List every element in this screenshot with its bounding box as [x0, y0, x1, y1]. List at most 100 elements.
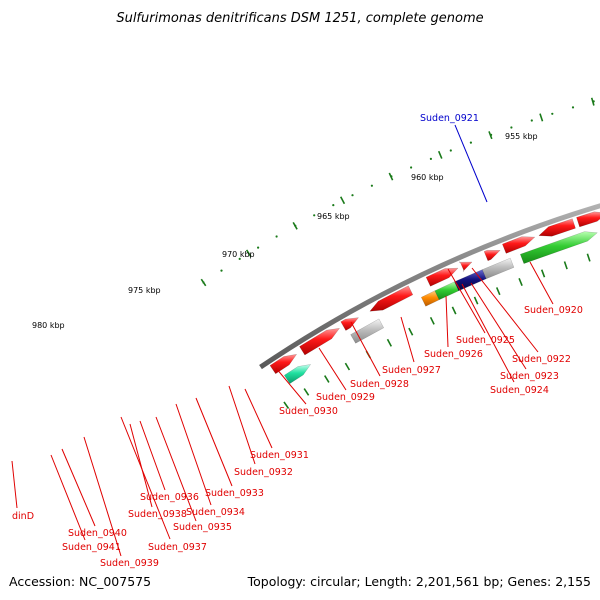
leader-line	[350, 321, 381, 377]
inner-track-tick	[408, 327, 414, 336]
kbp-label: 965 kbp	[317, 212, 350, 221]
ruler-tick	[488, 131, 493, 140]
gene-arrow	[434, 281, 460, 301]
inner-track-tick	[540, 269, 546, 278]
leader-line	[83, 436, 122, 557]
topology-text: Topology: circular; Length: 2,201,561 bp…	[247, 574, 591, 589]
kbp-ruler: 955 kbp 960 kbp 965 kbp 970 kbp 975 kbp 980 k…	[32, 97, 595, 409]
inner-track-tick	[495, 287, 501, 296]
leader-line	[175, 403, 212, 506]
gene-label: Suden_0932	[234, 467, 293, 478]
gene-label: Suden_0934	[186, 507, 245, 518]
gene-label: Suden_0926	[424, 349, 483, 360]
gene-label: Suden_0941	[62, 542, 121, 553]
inner-track-tick	[586, 253, 591, 262]
gene-label: Suden_0925	[456, 335, 515, 346]
gene-arrow-red	[538, 218, 576, 237]
ruler-tick	[200, 278, 207, 287]
gene-arrow	[519, 231, 598, 264]
gene-label: Suden_0937	[148, 542, 207, 553]
leader-line	[129, 423, 153, 508]
inner-track-tick	[324, 375, 330, 383]
genome-backbone	[259, 203, 600, 370]
inner-track-tick	[473, 296, 479, 305]
kbp-label: 980 kbp	[32, 321, 65, 330]
gene-label: Suden_0938	[128, 509, 187, 520]
gene-arrow-red	[458, 261, 473, 272]
label-leader-lines	[11, 124, 554, 557]
gene-label: Suden_0935	[173, 522, 232, 533]
ruler-tick	[388, 172, 394, 181]
ruler-tick	[245, 249, 252, 258]
leader-line	[275, 367, 307, 405]
inner-track-tick	[518, 277, 523, 287]
gene-label: Suden_0929	[316, 392, 375, 403]
inner-track-tick	[344, 362, 351, 371]
ruler-tick	[437, 150, 443, 159]
inner-track-tick	[429, 316, 435, 325]
gene-arrow-red	[502, 236, 536, 254]
ruler-dot	[313, 214, 316, 217]
ruler-dot	[551, 112, 554, 115]
ruler-dot	[370, 184, 373, 187]
gene-label: Suden_0936	[140, 492, 199, 503]
gene-label: Suden_0922	[512, 354, 571, 365]
kbp-label: 975 kbp	[128, 286, 161, 295]
ruler-dot	[530, 119, 533, 122]
leader-line	[50, 454, 86, 541]
leader-line	[447, 268, 486, 334]
leader-line	[244, 388, 273, 449]
ruler-tick	[339, 196, 346, 205]
gene-arrow-red	[576, 211, 600, 228]
gene-arrow-red	[483, 249, 501, 262]
gene-label: Suden_0930	[279, 406, 338, 417]
ruler-tick	[590, 97, 595, 106]
gene-label: Suden_0921	[420, 113, 479, 124]
inner-track-tick	[283, 401, 290, 409]
leader-line	[318, 347, 347, 391]
gene-label: dinD	[12, 511, 34, 522]
leader-line	[228, 385, 256, 465]
gene-arrow-red	[340, 317, 360, 331]
gene-label: Suden_0923	[500, 371, 559, 382]
gene-labels: Suden_0921 Suden_0920 Suden_0922 Suden_0923…	[12, 113, 583, 569]
gene-label: Suden_0928	[350, 379, 409, 390]
leader-line	[195, 397, 233, 487]
ruler-dot	[351, 194, 354, 197]
ruler-dot	[510, 126, 513, 129]
gene-arrow	[283, 364, 312, 384]
kbp-label: 960 kbp	[411, 173, 444, 182]
map-title: Sulfurimonas denitrificans DSM 1251, com…	[116, 11, 483, 26]
leader-line	[471, 267, 539, 353]
leader-line	[155, 416, 197, 522]
kbp-label: 970 kbp	[222, 250, 255, 259]
ruler-dot	[257, 246, 260, 249]
gene-label: Suden_0939	[100, 558, 159, 569]
inner-track-tick	[386, 338, 393, 347]
gene-track	[269, 211, 600, 384]
leader-line	[470, 282, 527, 370]
leader-line	[120, 416, 171, 540]
gene-label: Suden_0933	[205, 488, 264, 499]
ruler-tick	[292, 222, 298, 230]
ruler-dot	[220, 269, 223, 272]
gene-label: Suden_0927	[382, 365, 441, 376]
ruler-dot	[571, 106, 575, 109]
inner-track-tick	[303, 388, 310, 396]
ruler-dot	[469, 141, 472, 144]
leader-line	[461, 283, 515, 383]
inner-track-tick	[451, 306, 457, 315]
gene-arrow	[481, 257, 515, 280]
leader-line	[61, 448, 96, 527]
gene-label: Suden_0931	[250, 450, 309, 461]
inner-track-tick	[563, 261, 568, 270]
leader-line	[454, 124, 488, 203]
ruler-dot	[449, 149, 452, 152]
ruler-dot	[238, 257, 241, 260]
ruler-dot	[429, 157, 432, 160]
ruler-dot	[275, 235, 278, 238]
ruler-dot	[410, 166, 413, 169]
gene-label: Suden_0924	[490, 385, 549, 396]
ruler-dot	[332, 204, 335, 207]
gene-arrow-red	[299, 327, 341, 356]
